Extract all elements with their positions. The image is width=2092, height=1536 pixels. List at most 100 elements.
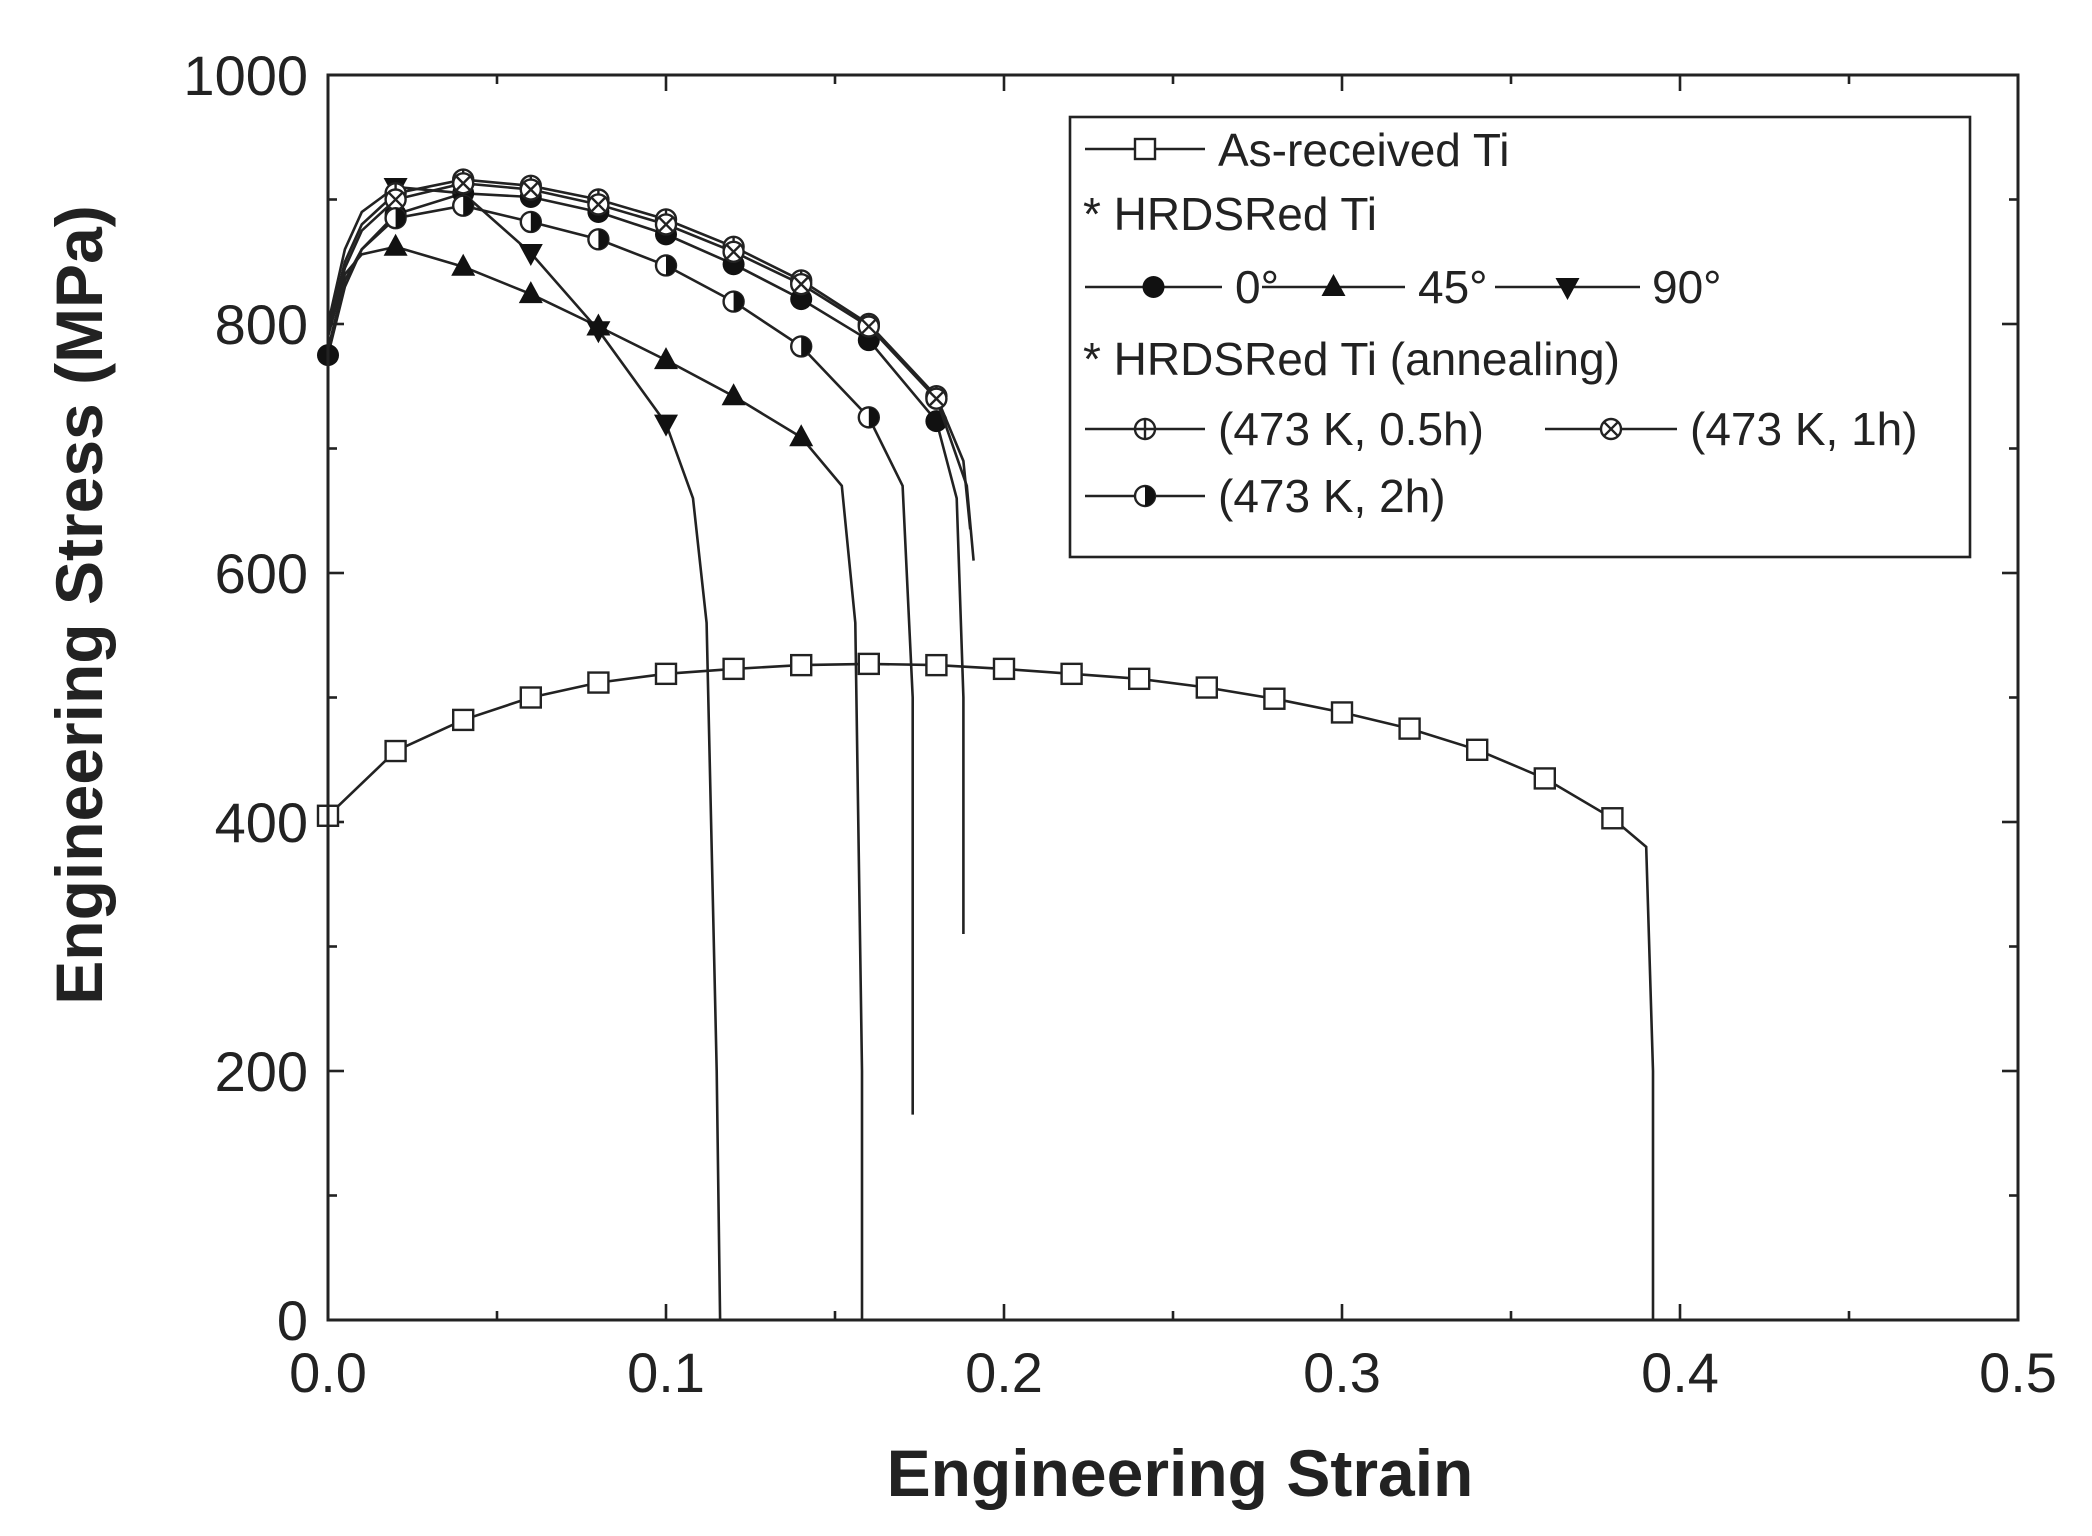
data-point-as-received xyxy=(992,657,1016,681)
marker-shape xyxy=(790,653,813,677)
marker-shape xyxy=(530,211,541,232)
marker-shape xyxy=(666,255,676,276)
legend-marker-90deg xyxy=(1555,278,1580,300)
legend-header-annealing: * HRDSRed Ti (annealing) xyxy=(1083,333,1620,385)
data-point-473k-1h xyxy=(925,387,948,410)
y-tick-label: 400 xyxy=(215,791,308,854)
legend-label-473k-0.5h: (473 K, 0.5h) xyxy=(1218,403,1484,455)
x-tick-label: 0.4 xyxy=(1641,1341,1719,1404)
data-point-473k-1h xyxy=(519,178,542,201)
marker-shape xyxy=(868,407,879,428)
marker-shape xyxy=(725,243,742,260)
legend-header-hrdsred: * HRDSRed Ti xyxy=(1083,188,1377,240)
marker-shape xyxy=(1195,676,1219,699)
legend-marker-473k-1h xyxy=(1599,417,1623,441)
data-point-as-received xyxy=(519,686,542,709)
legend-label-473k-1h: (473 K, 1h) xyxy=(1690,403,1918,455)
data-point-as-received xyxy=(925,653,948,677)
legend-label-473k-2h: (473 K, 2h) xyxy=(1218,470,1446,522)
data-point-90deg xyxy=(654,414,678,437)
data-point-473k-1h xyxy=(790,272,813,296)
x-tick-label: 0.0 xyxy=(289,1341,367,1404)
data-point-45deg xyxy=(383,233,408,256)
data-point-as-received xyxy=(1533,767,1557,790)
y-tick-label: 600 xyxy=(215,542,308,605)
data-point-473k-2h xyxy=(384,206,407,230)
marker-shape xyxy=(1127,667,1151,691)
data-point-as-received xyxy=(790,653,813,677)
marker-shape xyxy=(654,662,678,686)
series-line-473k-0.5h xyxy=(326,178,972,530)
marker-shape xyxy=(383,233,408,256)
marker-shape xyxy=(1263,687,1286,710)
x-tick-label: 0.5 xyxy=(1979,1341,2057,1404)
marker-shape xyxy=(1555,278,1580,300)
marker-shape xyxy=(518,281,543,304)
series-line-473k-1h xyxy=(326,181,975,561)
x-tick-label: 0.2 xyxy=(965,1341,1043,1404)
marker-shape xyxy=(1398,717,1421,740)
plot-area: 0.0 0.1 0.2 0.3 0.4 0.5 0 200 400 600 800 1000 xyxy=(183,44,2057,1404)
legend-label-as-received: As-received Ti xyxy=(1218,124,1509,176)
marker-shape xyxy=(452,708,475,732)
data-point-473k-1h xyxy=(722,240,745,263)
marker-shape xyxy=(860,318,877,335)
legend-label-90deg: 90° xyxy=(1652,261,1722,313)
series-line-473k-2h xyxy=(326,204,914,1115)
legend-marker-45deg xyxy=(1321,274,1346,296)
marker-shape xyxy=(721,383,746,406)
data-point-as-received xyxy=(1398,717,1421,740)
legend-marker-473k-0.5h xyxy=(1133,417,1157,441)
marker-shape xyxy=(857,652,880,676)
marker-shape xyxy=(1142,276,1165,298)
data-point-as-received xyxy=(1195,676,1219,699)
marker-shape xyxy=(451,253,476,276)
legend-symbols xyxy=(1085,137,1677,508)
data-point-90deg xyxy=(586,321,611,344)
series-line-90deg xyxy=(326,185,722,1321)
marker-shape xyxy=(1330,701,1354,724)
marker-shape xyxy=(654,414,678,437)
marker-shape xyxy=(925,653,948,677)
marker-shape xyxy=(395,208,406,229)
x-tick-label: 0.3 xyxy=(1303,1341,1381,1404)
data-point-45deg xyxy=(518,281,543,304)
data-point-473k-2h xyxy=(790,335,813,358)
data-point-as-received xyxy=(1263,687,1286,710)
marker-shape xyxy=(587,671,610,694)
marker-shape xyxy=(793,276,810,293)
data-point-as-received xyxy=(1330,701,1354,724)
marker-shape xyxy=(522,181,539,198)
data-point-45deg xyxy=(789,424,814,447)
plot-frame xyxy=(326,73,2020,1322)
marker-shape xyxy=(1465,738,1489,761)
marker-shape xyxy=(722,657,745,681)
marker-shape xyxy=(789,424,814,447)
y-axis-title: Engineering Stress (MPa) xyxy=(42,205,116,1005)
marker-shape xyxy=(992,657,1016,681)
marker-shape xyxy=(586,321,611,344)
marker-shape xyxy=(801,336,812,357)
marker-shape xyxy=(1603,421,1619,437)
marker-shape xyxy=(1145,486,1155,506)
legend: As-received Ti * HRDSRed Ti 0° 45° 90° *… xyxy=(1068,115,1972,559)
marker-shape xyxy=(590,196,607,213)
data-point-as-received xyxy=(654,662,678,686)
marker-shape xyxy=(1601,807,1624,830)
y-tick-label: 1000 xyxy=(183,44,308,107)
marker-shape xyxy=(384,739,407,763)
data-point-as-received xyxy=(384,739,407,763)
data-point-473k-2h xyxy=(857,406,880,429)
y-tick-label: 800 xyxy=(215,293,308,356)
x-axis-title: Engineering Strain xyxy=(887,1436,1474,1510)
data-point-473k-1h xyxy=(587,193,610,216)
data-point-473k-1h xyxy=(654,213,678,236)
legend-box xyxy=(1068,115,1972,559)
data-point-as-received xyxy=(857,652,880,676)
data-point-473k-2h xyxy=(519,210,542,234)
marker-shape xyxy=(733,291,744,312)
legend-marker-0deg xyxy=(1142,276,1165,298)
data-point-473k-1h xyxy=(452,172,475,195)
data-point-473k-2h xyxy=(452,194,475,217)
